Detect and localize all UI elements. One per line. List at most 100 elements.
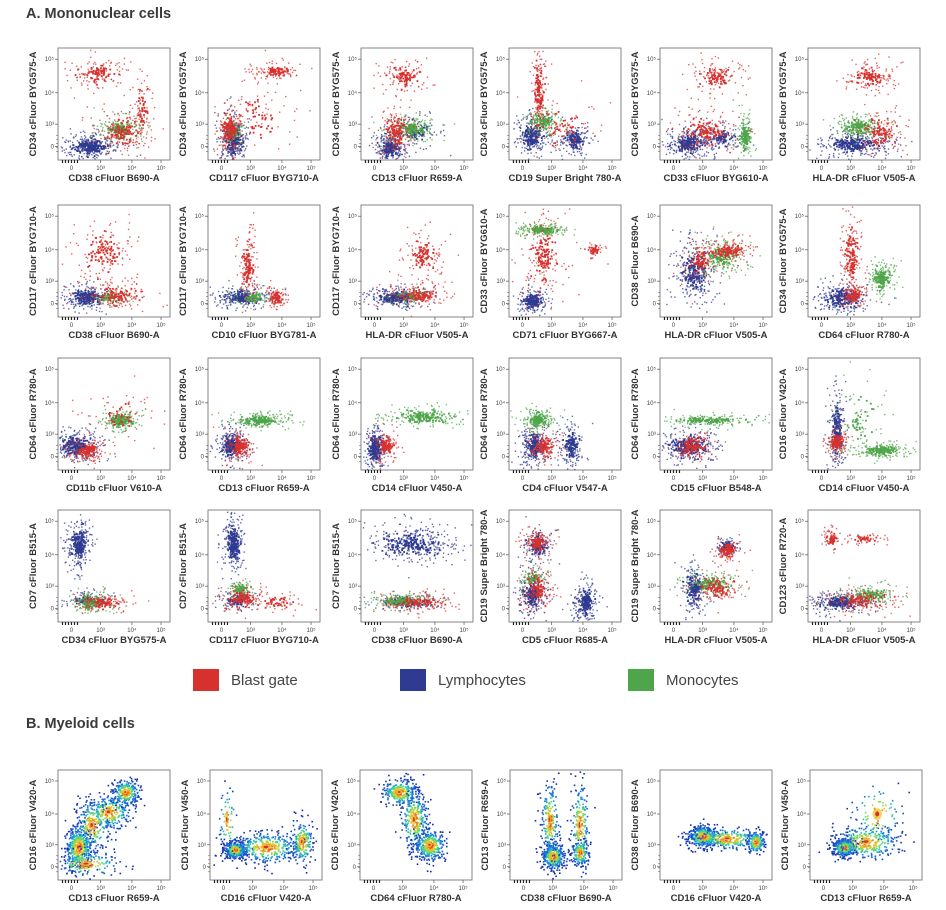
x-axis-label: HLA-DR cFluor V505-A xyxy=(813,635,916,646)
svg-text:10⁴: 10⁴ xyxy=(348,90,358,97)
svg-text:10⁴: 10⁴ xyxy=(430,165,440,172)
svg-text:10⁵: 10⁵ xyxy=(348,56,358,63)
y-axis-label: CD19 Super Bright 780-A xyxy=(630,509,641,622)
svg-text:10⁴: 10⁴ xyxy=(647,90,657,97)
y-axis-label: CD117 cFluor BYG710-A xyxy=(28,206,39,316)
y-axis-label: CD38 cFluor B690-A xyxy=(630,215,641,306)
svg-text:10³: 10³ xyxy=(348,122,357,128)
x-axis-label: CD5 cFluor R685-A xyxy=(522,635,608,646)
x-axis-label: CD38 cFluor B690-A xyxy=(68,330,159,341)
y-axis-label: CD16 cFluor V420-A xyxy=(330,779,341,870)
svg-text:10⁴: 10⁴ xyxy=(729,165,739,172)
svg-text:10⁴: 10⁴ xyxy=(496,90,506,97)
x-axis-label: CD13 cFluor R659-A xyxy=(371,173,462,184)
svg-text:10³: 10³ xyxy=(547,166,556,172)
y-axis-label: CD34 cFluor BYG575-A xyxy=(630,51,641,156)
y-axis-label: CD64 cFluor R780-A xyxy=(331,368,342,459)
svg-text:10⁵: 10⁵ xyxy=(45,56,55,63)
svg-text:10⁵: 10⁵ xyxy=(156,165,166,172)
y-axis-label: CD38 cFluor B690-A xyxy=(630,779,641,870)
x-axis-label: CD34 cFluor BYG575-A xyxy=(61,635,166,646)
y-axis-label: CD64 cFluor R780-A xyxy=(28,368,39,459)
svg-text:10⁵: 10⁵ xyxy=(607,165,617,172)
y-axis-label: CD123 cFluor R720-A xyxy=(778,518,789,615)
svg-text:10⁵: 10⁵ xyxy=(195,56,205,63)
y-axis-label: CD34 cFluor BYG575-A xyxy=(778,208,789,313)
svg-text:0: 0 xyxy=(201,145,205,151)
svg-text:10⁵: 10⁵ xyxy=(647,56,657,63)
svg-text:10³: 10³ xyxy=(45,122,54,128)
svg-text:0: 0 xyxy=(502,145,506,151)
y-axis-label: CD64 cFluor R780-A xyxy=(178,368,189,459)
y-axis-label: CD14 cFluor V450-A xyxy=(180,779,191,870)
svg-text:0: 0 xyxy=(70,166,74,172)
legend-blast-gate: Blast gate xyxy=(193,668,298,692)
x-axis-label: CD13 cFluor R659-A xyxy=(218,483,309,494)
svg-text:10⁴: 10⁴ xyxy=(45,90,55,97)
svg-text:10⁴: 10⁴ xyxy=(127,165,137,172)
svg-text:10⁵: 10⁵ xyxy=(306,165,316,172)
legend-swatch-lymphocytes xyxy=(400,669,426,691)
x-axis-label: CD14 cFluor V450-A xyxy=(819,483,910,494)
legend-lymphocytes: Lymphocytes xyxy=(400,668,526,692)
svg-text:10⁵: 10⁵ xyxy=(496,56,506,63)
x-axis-label: CD16 cFluor V420-A xyxy=(221,893,312,904)
x-axis-label: CD14 cFluor V450-A xyxy=(372,483,463,494)
y-axis-label: CD117 cFluor BYG710-A xyxy=(178,206,189,316)
legend-label-blast: Blast gate xyxy=(231,672,298,689)
svg-text:10³: 10³ xyxy=(647,122,656,128)
svg-text:10⁴: 10⁴ xyxy=(277,165,287,172)
y-axis-label: CD13 cFluor R659-A xyxy=(480,779,491,870)
svg-text:10⁴: 10⁴ xyxy=(578,165,588,172)
x-axis-label: HLA-DR cFluor V505-A xyxy=(665,635,768,646)
section-b-title: B. Myeloid cells xyxy=(26,716,135,732)
x-axis-label: CD64 cFluor R780-A xyxy=(818,330,909,341)
x-axis-label: CD15 cFluor B548-A xyxy=(670,483,761,494)
x-axis-label: HLA-DR cFluor V505-A xyxy=(366,330,469,341)
y-axis-label: CD117 cFluor BYG710-A xyxy=(331,206,342,316)
svg-text:10³: 10³ xyxy=(399,166,408,172)
y-axis-label: CD34 cFluor BYG575-A xyxy=(479,51,490,156)
y-axis-label: CD7 cFluor B515-A xyxy=(28,523,39,609)
x-axis-label: CD38 cFluor B690-A xyxy=(520,893,611,904)
y-axis-label: CD34 cFluor BYG575-A xyxy=(178,51,189,156)
legend-label-monocytes: Monocytes xyxy=(666,672,739,689)
x-axis-label: CD13 cFluor R659-A xyxy=(820,893,911,904)
x-axis-label: CD38 cFluor B690-A xyxy=(68,173,159,184)
y-axis-label: CD7 cFluor B515-A xyxy=(178,523,189,609)
y-axis-label: CD7 cFluor B515-A xyxy=(331,523,342,609)
legend-label-lymphocytes: Lymphocytes xyxy=(438,672,526,689)
svg-text:10³: 10³ xyxy=(698,166,707,172)
x-axis-label: CD117 cFluor BYG710-A xyxy=(209,635,319,646)
svg-text:10³: 10³ xyxy=(496,122,505,128)
svg-text:0: 0 xyxy=(354,145,358,151)
legend-monocytes: Monocytes xyxy=(628,668,739,692)
x-axis-label: CD19 Super Bright 780-A xyxy=(509,173,622,184)
svg-text:10⁴: 10⁴ xyxy=(195,90,205,97)
x-axis-label: CD11b cFluor V610-A xyxy=(66,483,162,494)
y-axis-label: CD14 cFluor V450-A xyxy=(780,779,791,870)
